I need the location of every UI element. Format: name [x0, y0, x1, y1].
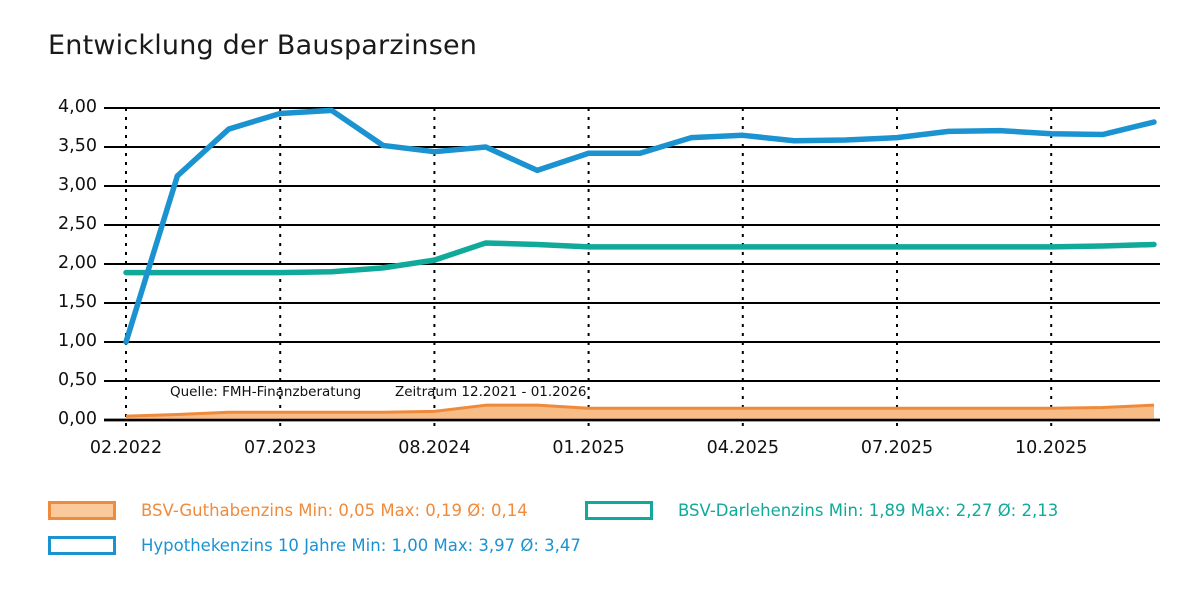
source-annotation: Quelle: FMH-Finanzberatung	[170, 384, 362, 400]
legend-item-darlehenzins: BSV-Darlehenzins Min: 1,89 Max: 2,27 Ø: …	[585, 501, 1058, 520]
period-annotation: Zeitraum 12.2021 - 01.2026	[395, 384, 587, 400]
y-tick-label: 3,00	[58, 175, 97, 195]
legend-label-darlehenzins: BSV-Darlehenzins Min: 1,89 Max: 2,27 Ø: …	[678, 501, 1059, 520]
x-tick-label: 01.2025	[552, 438, 625, 458]
y-tick-label: 4,00	[58, 97, 97, 117]
series-line-darlehenzins	[123, 240, 1157, 276]
legend-label-guthabenzins: BSV-Guthabenzins Min: 0,05 Max: 0,19 Ø: …	[141, 501, 528, 520]
y-tick-label: 1,00	[58, 331, 97, 351]
x-tick-label: 02.2022	[89, 438, 163, 458]
y-tick-label: 0,00	[58, 409, 97, 429]
series-line-hypothekenzins	[123, 107, 1157, 345]
y-tick-label: 2,50	[58, 214, 97, 234]
x-tick-label: 08.2024	[398, 438, 471, 458]
page-title: Entwicklung der Bausparzinsen	[48, 30, 478, 61]
y-tick-label: 0,50	[58, 370, 97, 390]
legend-item-hypothekenzins: Hypothekenzins 10 Jahre Min: 1,00 Max: 3…	[48, 536, 581, 555]
y-tick-label: 3,50	[58, 136, 97, 156]
y-tick-label: 1,50	[58, 292, 97, 312]
x-tick-label: 07.2025	[860, 438, 934, 458]
legend-item-guthabenzins: BSV-Guthabenzins Min: 0,05 Max: 0,19 Ø: …	[48, 501, 528, 520]
x-tick-label: 04.2025	[706, 438, 779, 458]
x-tick-label: 07.2023	[244, 438, 317, 458]
legend-label-hypothekenzins: Hypothekenzins 10 Jahre Min: 1,00 Max: 3…	[141, 536, 581, 555]
x-tick-label: 10.2025	[1015, 438, 1088, 458]
darlehenzins-swatch-icon	[585, 501, 653, 520]
y-tick-label: 2,00	[58, 253, 97, 273]
series-area-top-guthabenzins	[125, 403, 1155, 418]
hypothekenzins-swatch-icon	[48, 536, 116, 555]
guthabenzins-swatch-icon	[48, 501, 116, 520]
